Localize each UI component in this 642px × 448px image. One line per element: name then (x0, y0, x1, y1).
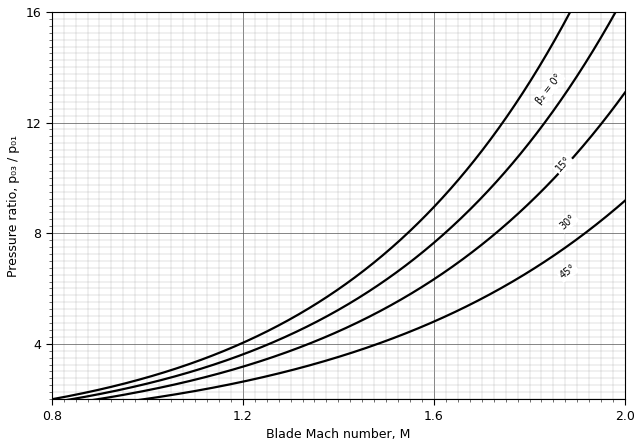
Text: 30°: 30° (558, 213, 577, 232)
Y-axis label: Pressure ratio, p₀₃ / p₀₁: Pressure ratio, p₀₃ / p₀₁ (7, 134, 20, 276)
Text: 45°: 45° (558, 263, 578, 281)
X-axis label: Blade Mach number, M: Blade Mach number, M (266, 428, 411, 441)
Text: 15°: 15° (553, 154, 573, 174)
Text: β₂ = 0°: β₂ = 0° (534, 73, 564, 106)
